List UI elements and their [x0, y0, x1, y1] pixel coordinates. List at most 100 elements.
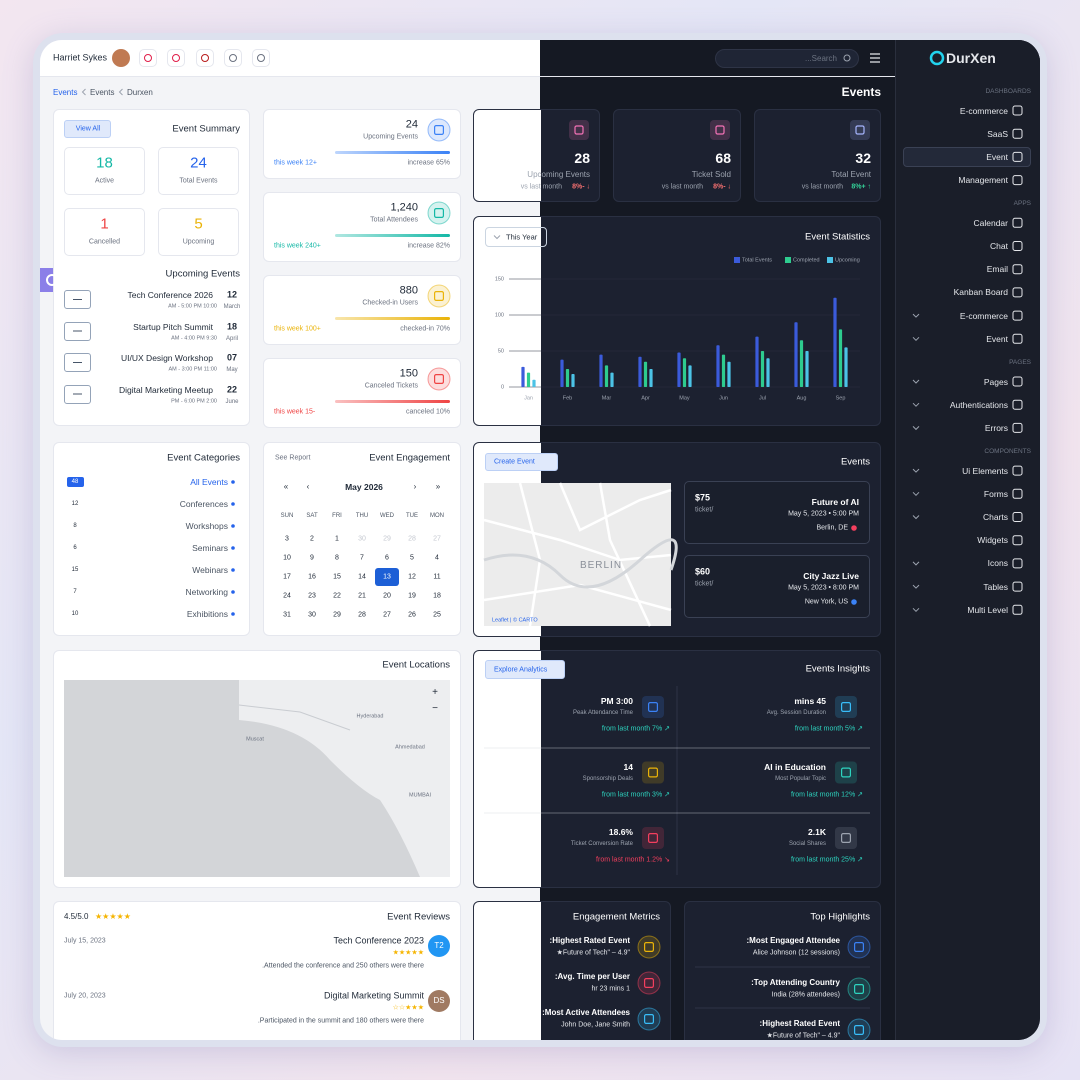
- view-all-button[interactable]: [64, 120, 111, 138]
- sidebar-item[interactable]: Widgets: [977, 534, 1008, 545]
- explore-analytics-button[interactable]: [485, 660, 565, 679]
- create-event-button[interactable]: [485, 453, 558, 471]
- kpi-week: this week 240+: [274, 242, 321, 250]
- sidebar-item[interactable]: Email: [986, 263, 1008, 274]
- sidebar-item[interactable]: Kanban Board: [953, 287, 1008, 298]
- sidebar-item[interactable]: Errors: [984, 422, 1008, 433]
- open-event-button[interactable]: [64, 384, 91, 404]
- calendar-day[interactable]: 2: [310, 535, 314, 543]
- calendar-day[interactable]: 25: [433, 611, 441, 619]
- kpi-week: this week 12+: [274, 159, 317, 167]
- category-name[interactable]: All Events: [190, 476, 228, 487]
- open-event-button[interactable]: [64, 290, 91, 309]
- calendar-day[interactable]: 1: [335, 535, 339, 543]
- calendar-day[interactable]: 5: [410, 554, 414, 562]
- sidebar-item[interactable]: Chat: [990, 240, 1008, 251]
- see-report-link[interactable]: See Report: [275, 454, 311, 462]
- calendar-day[interactable]: 6: [385, 554, 389, 562]
- open-event-button[interactable]: [64, 353, 91, 372]
- calendar-day[interactable]: 19: [408, 592, 416, 600]
- calendar-day[interactable]: 27: [433, 535, 441, 543]
- toolbar-button[interactable]: [167, 49, 185, 67]
- calendar-nav[interactable]: ‹: [306, 482, 310, 491]
- calendar-day[interactable]: 20: [383, 592, 391, 600]
- calendar-nav[interactable]: »: [435, 482, 441, 491]
- calendar-day[interactable]: 14: [358, 573, 366, 581]
- calendar-day[interactable]: 12: [408, 573, 416, 581]
- calendar-day[interactable]: 16: [308, 573, 316, 581]
- toolbar-button[interactable]: [224, 49, 242, 67]
- zoom-label: +: [432, 687, 438, 698]
- sidebar-item[interactable]: SaaS: [987, 128, 1008, 139]
- calendar-day[interactable]: 8: [335, 554, 339, 562]
- calendar-day[interactable]: 10: [283, 554, 291, 562]
- category-name[interactable]: Conferences: [179, 498, 228, 509]
- calendar-nav[interactable]: «: [283, 482, 289, 491]
- sidebar-item[interactable]: E-commerce: [959, 105, 1008, 116]
- calendar-day[interactable]: 22: [333, 592, 341, 600]
- toolbar-button[interactable]: [252, 49, 270, 67]
- search-box[interactable]: [715, 49, 859, 68]
- event-name: Startup Pitch Summit: [133, 321, 213, 332]
- calendar-day[interactable]: 29: [333, 611, 341, 619]
- sidebar-item[interactable]: Event: [986, 151, 1008, 162]
- calendar-day[interactable]: 29: [383, 535, 391, 543]
- filter-dropdown[interactable]: [485, 227, 547, 247]
- breadcrumb-item[interactable]: Events: [53, 88, 78, 97]
- sidebar-item[interactable]: Multi Level: [967, 604, 1008, 615]
- calendar-day[interactable]: 3: [285, 535, 289, 543]
- calendar-day[interactable]: 21: [358, 592, 366, 600]
- category-count: 8: [73, 523, 77, 529]
- category-name[interactable]: Webinars: [192, 564, 228, 575]
- button-label: Explore Analytics: [494, 666, 548, 674]
- event-engagement-card: [263, 442, 461, 636]
- breadcrumb-item[interactable]: Durxen: [127, 88, 153, 97]
- open-event-button[interactable]: [64, 321, 91, 341]
- map-place: Hyderabad: [356, 713, 384, 720]
- calendar-day[interactable]: 28: [358, 611, 366, 619]
- calendar-nav[interactable]: ›: [413, 482, 417, 491]
- toolbar-button[interactable]: [196, 49, 214, 67]
- stat-label: Ticket Sold: [691, 170, 731, 179]
- calendar-day[interactable]: 17: [283, 573, 291, 581]
- sidebar-item[interactable]: Ui Elements: [962, 465, 1008, 476]
- calendar-day[interactable]: 9: [310, 554, 314, 562]
- event-date: May 5, 2023 • 5:00 PM: [788, 510, 859, 518]
- sidebar-item[interactable]: Tables: [983, 581, 1008, 592]
- category-name[interactable]: Exhibitions: [186, 608, 228, 619]
- toolbar-button[interactable]: [139, 49, 157, 67]
- calendar-day[interactable]: 7: [360, 554, 364, 562]
- calendar-day[interactable]: 27: [383, 611, 391, 619]
- calendar-day[interactable]: 13: [383, 573, 391, 581]
- calendar-day[interactable]: 18: [433, 592, 441, 600]
- calendar-day[interactable]: 11: [433, 573, 441, 581]
- calendar-day[interactable]: 30: [358, 535, 366, 543]
- sidebar-item[interactable]: Event: [986, 333, 1008, 344]
- category-name[interactable]: Seminars: [192, 542, 228, 553]
- zoom-label: −: [432, 703, 438, 714]
- calendar-day[interactable]: 30: [308, 611, 316, 619]
- sidebar-item[interactable]: Pages: [983, 376, 1008, 387]
- calendar-day[interactable]: 23: [308, 592, 316, 600]
- stat-value: 5: [194, 215, 203, 233]
- sidebar-item[interactable]: Authentications: [949, 399, 1008, 410]
- sidebar-item[interactable]: Forms: [983, 488, 1008, 499]
- sidebar-item[interactable]: Charts: [982, 511, 1008, 522]
- calendar-day[interactable]: 26: [408, 611, 416, 619]
- calendar-day[interactable]: 28: [408, 535, 416, 543]
- breadcrumb-item[interactable]: Events: [90, 88, 115, 97]
- sidebar-item[interactable]: Calendar: [973, 217, 1009, 228]
- category-name[interactable]: Workshops: [185, 520, 228, 531]
- sidebar-item[interactable]: Management: [958, 174, 1008, 185]
- calendar-day[interactable]: 4: [435, 554, 439, 562]
- category-count: 10: [71, 611, 79, 617]
- calendar-day[interactable]: 15: [333, 573, 341, 581]
- calendar-day[interactable]: 24: [283, 592, 291, 600]
- weekday: SUN: [280, 513, 294, 519]
- category-name[interactable]: Networking: [185, 586, 228, 597]
- sidebar-item[interactable]: Icons: [987, 558, 1008, 569]
- button-label: Create Event: [494, 458, 535, 466]
- sidebar-item[interactable]: E-commerce: [959, 310, 1008, 321]
- calendar-day[interactable]: 31: [283, 611, 291, 619]
- kpi-card: [263, 358, 461, 428]
